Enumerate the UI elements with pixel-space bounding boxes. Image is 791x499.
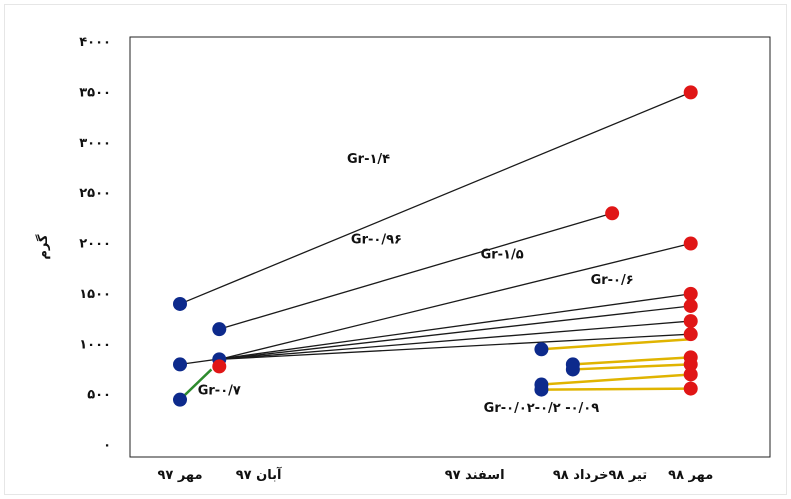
scatter-chart: گرم ۰ ۵۰۰ ۱۰۰۰ ۱۵۰۰ ۲۰۰۰ ۲۵۰۰ ۳۰۰۰ ۳۵۰۰ ۴۰۰۰ مهر…	[35, 35, 771, 483]
series-lines	[179, 91, 691, 401]
y-tick-label: ۱۵۰۰	[79, 287, 111, 302]
y-tick-label: ۳۰۰۰	[79, 136, 111, 151]
data-points	[173, 85, 698, 407]
annotation-label: Gr-۰/۰۲-۰/۲ -۰/۰۹	[484, 401, 600, 416]
annotation-label: Gr-۰/۶	[591, 273, 634, 288]
series-line	[541, 387, 691, 391]
data-point	[683, 367, 698, 382]
y-tick-label: ۴۰۰۰	[79, 35, 111, 50]
x-tick-label: تیر ۹۸	[609, 468, 648, 483]
data-point	[565, 362, 580, 377]
series-line	[219, 242, 691, 360]
series-line	[179, 91, 691, 305]
data-point	[683, 85, 698, 100]
x-tick-label: مهر ۹۸	[668, 468, 713, 483]
series-line	[219, 212, 613, 330]
data-point	[173, 357, 187, 372]
data-point	[173, 296, 187, 311]
data-point	[173, 392, 187, 407]
series-line	[179, 293, 691, 366]
data-point	[534, 382, 549, 397]
series-line	[219, 305, 691, 361]
y-tick-label: ۲۵۰۰	[79, 186, 111, 201]
series-line	[541, 373, 691, 386]
data-point	[683, 314, 698, 329]
x-tick-label: آبان ۹۷	[236, 466, 282, 483]
data-point	[683, 286, 698, 301]
data-point	[683, 298, 698, 313]
series-line	[572, 363, 691, 371]
plot-area-border	[129, 36, 771, 458]
y-tick-label: ۳۵۰۰	[79, 85, 111, 100]
y-tick-label: ۵۰۰	[87, 388, 111, 403]
series-line	[219, 320, 691, 361]
annotation-label: Gr-۰/۹۶	[351, 233, 402, 248]
x-ticks: مهر ۹۷ آبان ۹۷ اسفند ۹۷ خرداد ۹۸ تیر ۹۸ مهر ۹…	[157, 466, 713, 483]
data-point	[212, 359, 227, 374]
annotation-label: Gr-۰/۷	[198, 384, 241, 399]
series-line	[219, 333, 691, 361]
y-ticks: ۰ ۵۰۰ ۱۰۰۰ ۱۵۰۰ ۲۰۰۰ ۲۵۰۰ ۳۰۰۰ ۳۵۰۰ ۴۰۰۰	[79, 35, 111, 453]
x-tick-label: مهر ۹۷	[157, 468, 202, 483]
y-tick-label: ۱۰۰۰	[79, 337, 111, 352]
series-line	[572, 356, 691, 366]
x-tick-label: خرداد ۹۸	[553, 468, 609, 483]
series-line	[541, 337, 691, 351]
chart-frame: گرم ۰ ۵۰۰ ۱۰۰۰ ۱۵۰۰ ۲۰۰۰ ۲۵۰۰ ۳۰۰۰ ۳۵۰۰ ۴۰۰۰ مهر…	[4, 4, 787, 495]
annotation-label: Gr-۱/۴	[347, 152, 390, 167]
data-point	[683, 381, 698, 396]
x-tick-label: اسفند ۹۷	[445, 468, 505, 483]
data-point	[534, 342, 549, 357]
annotations: Gr-۱/۴ Gr-۰/۹۶ Gr-۱/۵ Gr-۰/۶ Gr-۰/۷ Gr-۰/۰۲-۰…	[198, 152, 634, 416]
series-line	[179, 368, 213, 401]
data-point	[605, 206, 620, 221]
annotation-label: Gr-۱/۵	[481, 248, 524, 263]
y-tick-label: ۲۰۰۰	[79, 237, 111, 252]
data-point	[683, 357, 698, 372]
y-axis-label: گرم	[35, 234, 51, 260]
data-point	[683, 327, 698, 342]
data-point	[212, 322, 227, 337]
y-tick-label: ۰	[103, 438, 111, 453]
data-point	[683, 236, 698, 251]
